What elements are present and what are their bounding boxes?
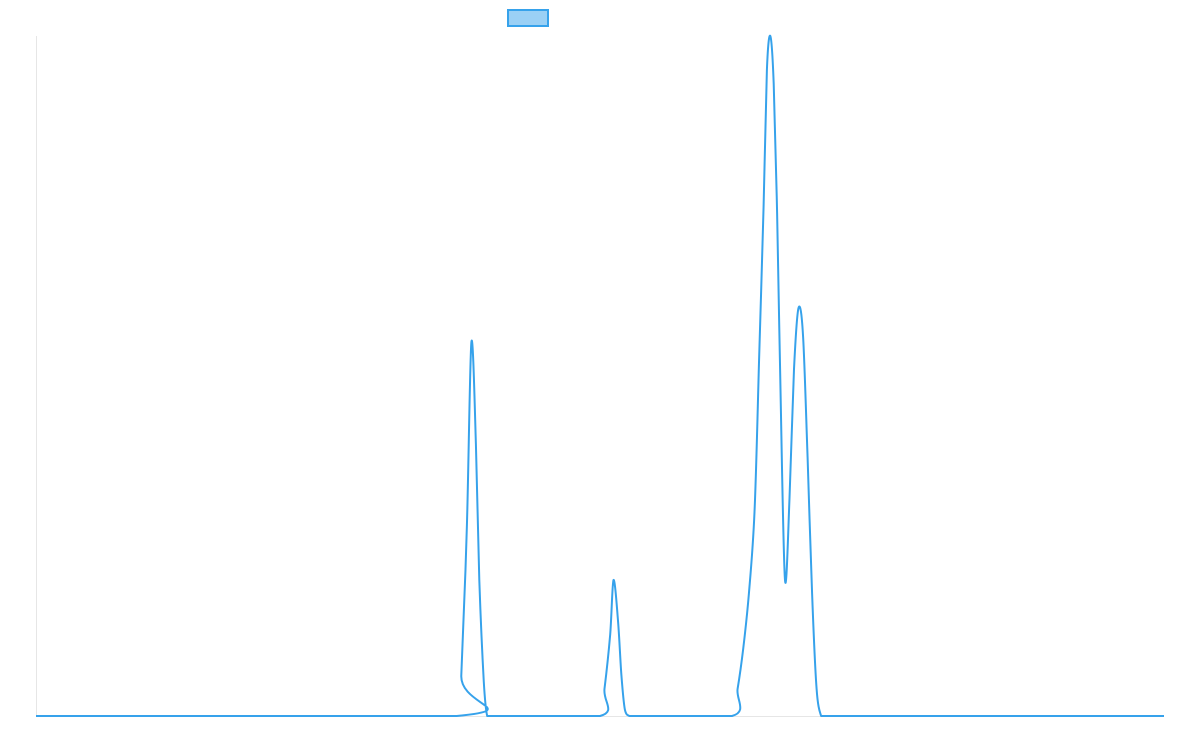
series-line-0	[36, 34, 1164, 718]
series-layer	[36, 34, 1164, 718]
chart-axes	[36, 36, 1164, 717]
legend-swatch[interactable]	[507, 9, 549, 27]
legend[interactable]	[507, 9, 549, 27]
